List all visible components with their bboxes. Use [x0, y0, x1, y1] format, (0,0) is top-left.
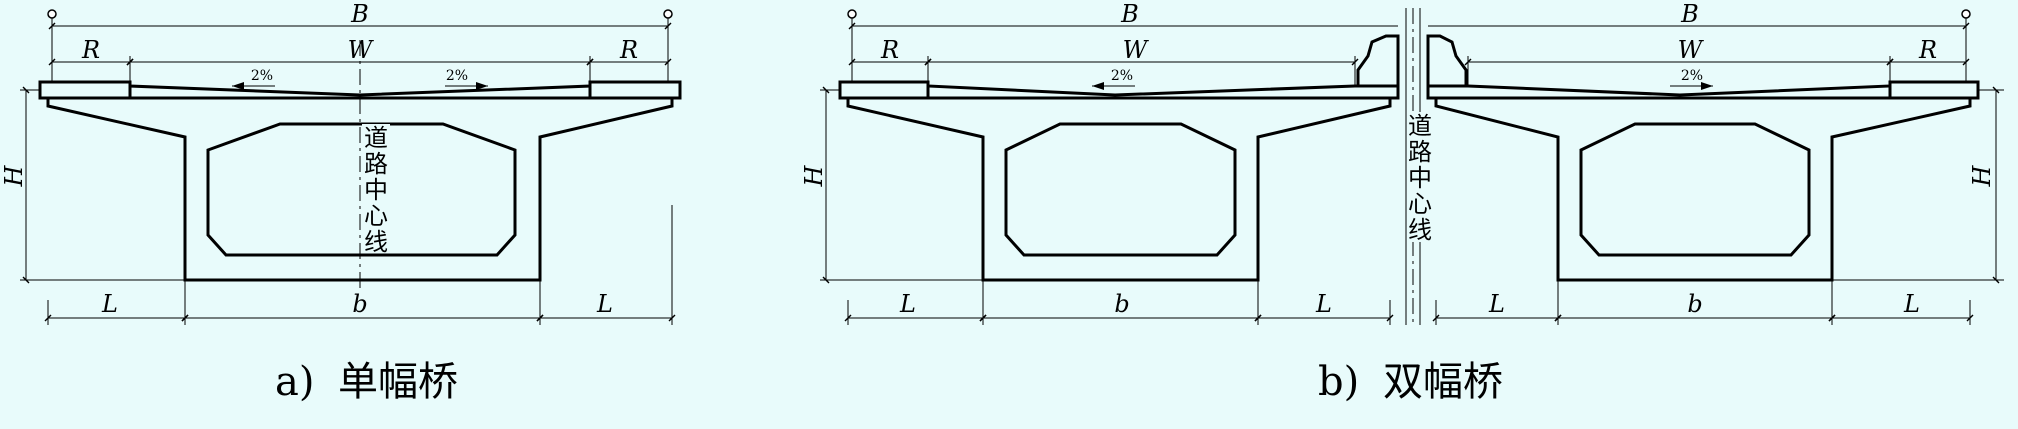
figure-b-right-deck: B W R H L b L 2% — [1426, 0, 2004, 325]
figure-b-right-label-L-outer: L — [1903, 290, 1920, 318]
svg-text:道: 道 — [1408, 112, 1432, 140]
figure-b-left-label-L-outer: L — [899, 290, 916, 318]
figure-a-railing-left — [47, 9, 57, 82]
figure-b-right-label-R: R — [1918, 36, 1937, 64]
figure-b-caption-text: 双幅桥 — [1383, 359, 1503, 405]
svg-text:线: 线 — [364, 228, 388, 256]
figure-b-left-label-W: W — [1123, 36, 1150, 64]
figure-a-caption-text: 单幅桥 — [338, 359, 458, 405]
figure-a-railing-right — [663, 9, 673, 82]
figure-b-left-deck: B R W H L b L 2% — [800, 0, 1400, 325]
figure-b-right-label-L-inner: L — [1488, 290, 1505, 318]
figure-a-label-W: W — [348, 36, 375, 64]
figure-a-girder-outline — [46, 98, 674, 282]
figure-b-right-railing — [1961, 9, 1971, 82]
figure-b-right-label-H: H — [1968, 164, 1996, 187]
svg-text:心: 心 — [364, 202, 388, 230]
figure-b-right-label-W: W — [1678, 36, 1705, 64]
figure-b-left-inner-cell — [1004, 122, 1237, 257]
figure-b-left-girder-outline — [846, 98, 1392, 282]
figure-b-left-railing — [847, 9, 857, 82]
figure-b-right-label-B: B — [1680, 0, 1699, 28]
figure-b-left-label-L-inner: L — [1315, 290, 1332, 318]
figure-a-label-R-right: R — [619, 36, 638, 64]
figure-a-label-R-left: R — [81, 36, 100, 64]
figure-a-label-L-left: L — [101, 290, 118, 318]
figure-b-left-label-b: b — [1114, 290, 1129, 318]
svg-text:路: 路 — [1408, 138, 1432, 166]
figure-b-double-width-bridge: B R W H L b L 2% 道 路 中 心 线 — [800, 0, 2004, 405]
figure-a-slope-left: 2% — [251, 68, 273, 84]
figure-a-label-H: H — [0, 164, 28, 187]
figure-b-centerline-label: 道 路 中 心 线 — [1407, 112, 1432, 244]
svg-text:心: 心 — [1408, 190, 1432, 218]
figure-a-label-L-right: L — [596, 290, 613, 318]
figure-a-inner-cell — [206, 122, 517, 257]
figure-a-caption-prefix: a) — [275, 359, 314, 405]
svg-text:线: 线 — [1408, 216, 1432, 244]
figure-b-caption-prefix: b) — [1318, 359, 1359, 405]
figure-b-left-slope: 2% — [1111, 68, 1133, 84]
figure-b-left-barrier — [1356, 34, 1400, 86]
figure-a-centerline-label: 道 路 中 心 线 — [362, 124, 390, 256]
figure-b-left-label-H: H — [800, 164, 828, 187]
figure-b-left-curb — [838, 80, 930, 100]
figure-b-right-label-b: b — [1687, 290, 1702, 318]
figure-b-left-label-R: R — [880, 36, 899, 64]
figure-b-right-slope: 2% — [1681, 68, 1703, 84]
svg-text:道: 道 — [364, 124, 388, 152]
figure-a-left-curb — [38, 80, 132, 100]
figure-a-label-B: B — [350, 0, 369, 28]
figure-a-slope-right: 2% — [446, 68, 468, 84]
figure-a-label-b: b — [352, 290, 367, 318]
figure-a-right-curb — [588, 80, 682, 100]
figure-b-left-label-B: B — [1120, 0, 1139, 28]
svg-text:中: 中 — [1408, 164, 1432, 192]
figure-b-right-girder-outline — [1434, 98, 1972, 282]
figure-b-right-curb — [1888, 80, 1980, 100]
figure-b-right-inner-cell — [1579, 122, 1811, 257]
svg-text:路: 路 — [364, 150, 388, 178]
svg-text:中: 中 — [364, 176, 388, 204]
figure-a-single-width-bridge: B R W R H L b L 2% 2% 道 路 中 心 线 a) 单幅桥 — [0, 0, 682, 405]
figure-b-right-barrier — [1426, 34, 1468, 86]
figure-b-left-deck-slab — [838, 80, 1400, 100]
